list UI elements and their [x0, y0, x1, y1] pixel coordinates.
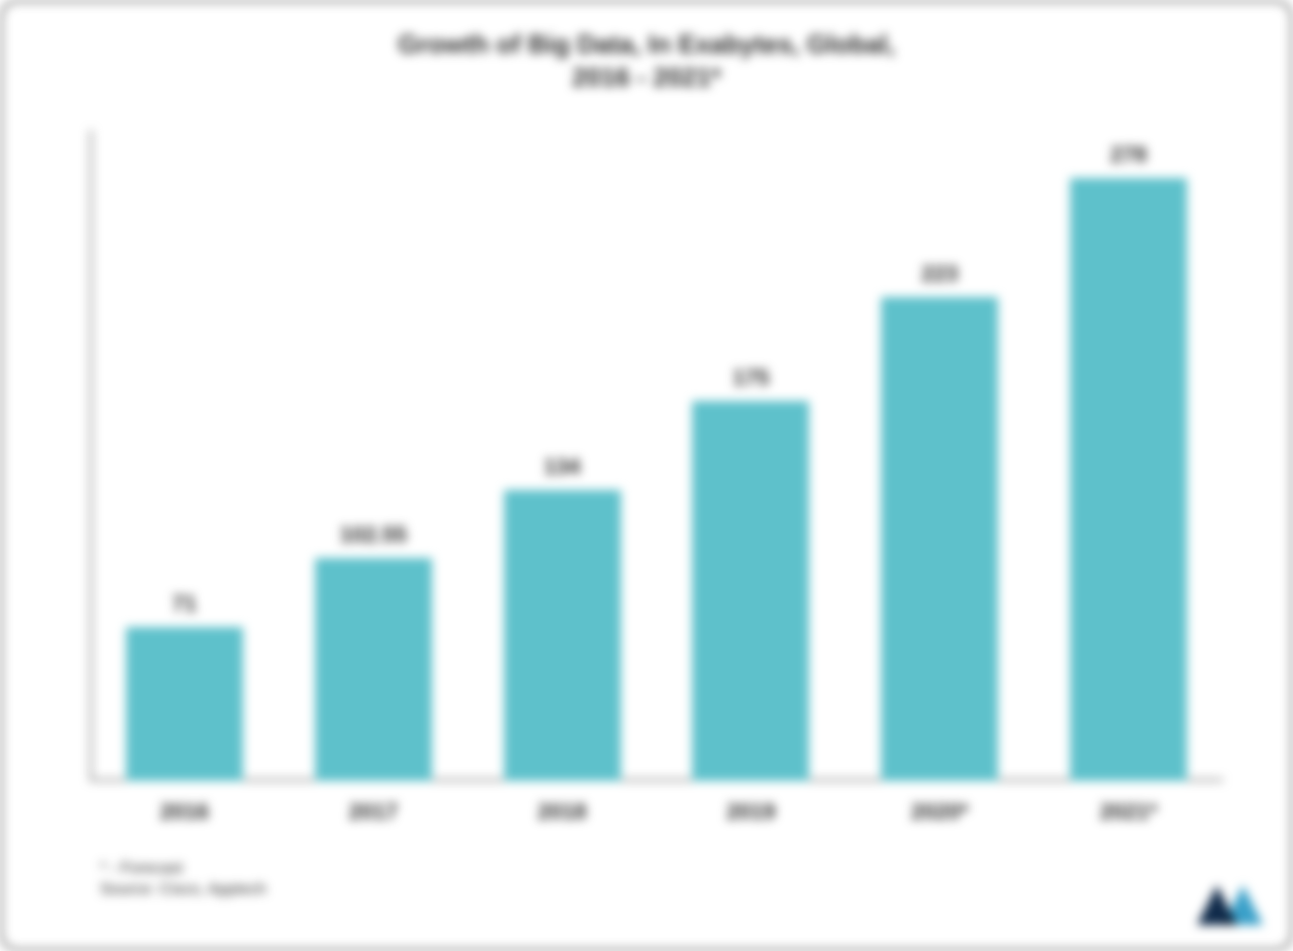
bar-slot: 102.552017 — [279, 130, 468, 781]
bar-slot: 2782021* — [1034, 130, 1223, 781]
bar-slot: 1752019 — [657, 130, 846, 781]
chart-title-line2: 2016 - 2021* — [0, 61, 1293, 94]
category-label: 2016 — [90, 781, 279, 825]
bar-slot: 712016 — [90, 130, 279, 781]
category-label: 2017 — [279, 781, 468, 825]
bar — [881, 297, 998, 781]
chart-footnote: * - Forecast Source: Cisco, Apptech — [100, 858, 266, 901]
category-label: 2021* — [1034, 781, 1223, 825]
chart-title-line1: Growth of Big Data, In Exabytes, Global, — [0, 28, 1293, 61]
bar-slot: 2232020* — [845, 130, 1034, 781]
bar-value-label: 223 — [845, 261, 1034, 287]
bar — [692, 401, 809, 781]
bar-value-label: 102.55 — [279, 522, 468, 548]
bar-slot: 1342018 — [468, 130, 657, 781]
category-label: 2020* — [845, 781, 1034, 825]
footnote-forecast: * - Forecast — [100, 858, 266, 880]
chart-title: Growth of Big Data, In Exabytes, Global,… — [0, 28, 1293, 93]
category-label: 2019 — [657, 781, 846, 825]
category-label: 2018 — [468, 781, 657, 825]
bar — [504, 490, 621, 781]
bar-value-label: 175 — [657, 365, 846, 391]
bar — [1070, 178, 1187, 781]
footnote-source: Source: Cisco, Apptech — [100, 879, 266, 901]
bars-container: 712016102.552017134201817520192232020*27… — [90, 130, 1223, 781]
bar — [315, 558, 432, 781]
bar — [126, 627, 243, 781]
brand-logo — [1193, 881, 1265, 929]
plot-area: 712016102.552017134201817520192232020*27… — [90, 130, 1223, 781]
bar-value-label: 278 — [1034, 142, 1223, 168]
bar-value-label: 71 — [90, 591, 279, 617]
bar-value-label: 134 — [468, 454, 657, 480]
